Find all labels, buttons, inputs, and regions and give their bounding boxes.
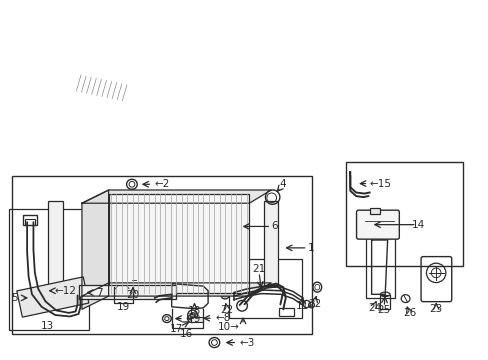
Text: 24: 24 [367,303,380,313]
Bar [25,219,35,225]
Bar [12,176,312,334]
Text: 1: 1 [307,243,314,253]
Bar [264,202,278,285]
FancyBboxPatch shape [356,210,399,239]
Text: 19: 19 [116,302,129,312]
Text: 16: 16 [179,329,192,339]
Bar [48,202,62,285]
Bar [380,295,389,309]
Bar [279,308,293,316]
Text: ←3: ←3 [239,338,255,347]
Polygon shape [82,190,108,309]
Text: 4: 4 [279,179,285,189]
Bar [17,277,89,317]
Text: 13: 13 [41,321,54,331]
Text: 20: 20 [126,290,139,300]
Text: 10→: 10→ [217,322,239,332]
Text: 11: 11 [296,301,309,311]
Bar [369,208,380,213]
Text: 6: 6 [271,221,277,231]
Text: 21: 21 [252,264,265,274]
Text: 22: 22 [307,299,321,309]
Bar [23,215,37,225]
Text: ←2: ←2 [154,179,170,189]
Bar [9,208,89,330]
Text: ←15: ←15 [369,179,391,189]
Text: 25: 25 [377,305,390,315]
Text: ←8: ←8 [215,313,230,323]
Polygon shape [82,190,271,203]
Text: 17: 17 [170,324,183,334]
Text: 22: 22 [220,305,233,315]
Bar [228,258,301,318]
Text: 7: 7 [96,288,102,297]
Bar [365,237,394,298]
Bar [191,317,203,322]
Text: 26: 26 [402,308,415,318]
Bar [346,162,462,266]
Text: 14: 14 [411,220,424,230]
Text: ←12: ←12 [54,286,76,296]
Text: 18: 18 [187,306,201,316]
Text: 23: 23 [428,304,442,314]
Polygon shape [82,283,271,296]
Bar [79,285,175,299]
Text: 5: 5 [11,293,18,303]
Text: ←9: ←9 [185,314,200,324]
Bar [108,194,249,293]
